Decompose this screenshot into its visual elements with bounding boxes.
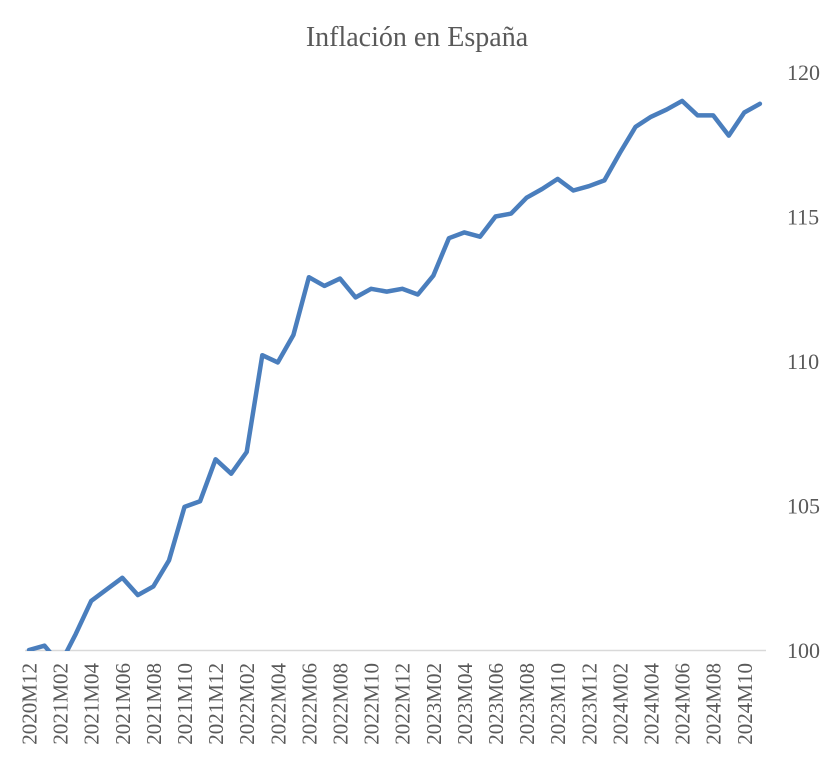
x-tick-label: 2021M04 — [80, 663, 104, 745]
x-tick-label: 2023M02 — [422, 663, 446, 745]
y-tick-label: 115 — [787, 205, 819, 230]
x-tick-label: 2021M10 — [173, 663, 197, 745]
x-tick-label: 2024M08 — [702, 663, 726, 745]
x-tick-label: 2020M12 — [18, 663, 42, 745]
y-tick-label: 110 — [787, 349, 819, 374]
x-tick-label: 2023M06 — [484, 663, 508, 745]
x-tick-label: 2023M04 — [453, 663, 477, 745]
x-tick-label: 2023M12 — [577, 663, 601, 745]
x-tick-label: 2022M06 — [297, 663, 321, 745]
y-tick-label: 120 — [787, 60, 820, 85]
x-axis-tick-labels: 2020M12 2021M02 2021M04 2021M06 2021M08 2021M… — [18, 663, 757, 745]
x-tick-label: 2023M10 — [546, 663, 570, 745]
inflation-series-line — [26, 98, 763, 651]
x-tick-label: 2024M04 — [640, 663, 664, 745]
x-tick-label: 2024M10 — [733, 663, 757, 745]
y-tick-label: 105 — [787, 494, 820, 519]
x-tick-label: 2021M08 — [142, 663, 166, 745]
x-tick-label: 2021M02 — [49, 663, 73, 745]
x-tick-label: 2022M08 — [329, 663, 353, 745]
y-axis-tick-labels: 100 105 110 115 120 — [787, 60, 820, 663]
x-tick-label: 2023M08 — [515, 663, 539, 745]
x-tick-label: 2022M12 — [391, 663, 415, 745]
x-tick-label: 2021M06 — [111, 663, 135, 745]
x-tick-label: 2021M12 — [204, 663, 228, 745]
x-tick-label: 2022M04 — [266, 663, 290, 745]
y-tick-label: 100 — [787, 638, 820, 663]
chart-title: Inflación en España — [306, 22, 529, 53]
x-tick-label: 2024M02 — [608, 663, 632, 745]
x-tick-label: 2022M02 — [235, 663, 259, 745]
x-tick-label: 2024M06 — [671, 663, 695, 745]
x-tick-label: 2022M10 — [360, 663, 384, 745]
